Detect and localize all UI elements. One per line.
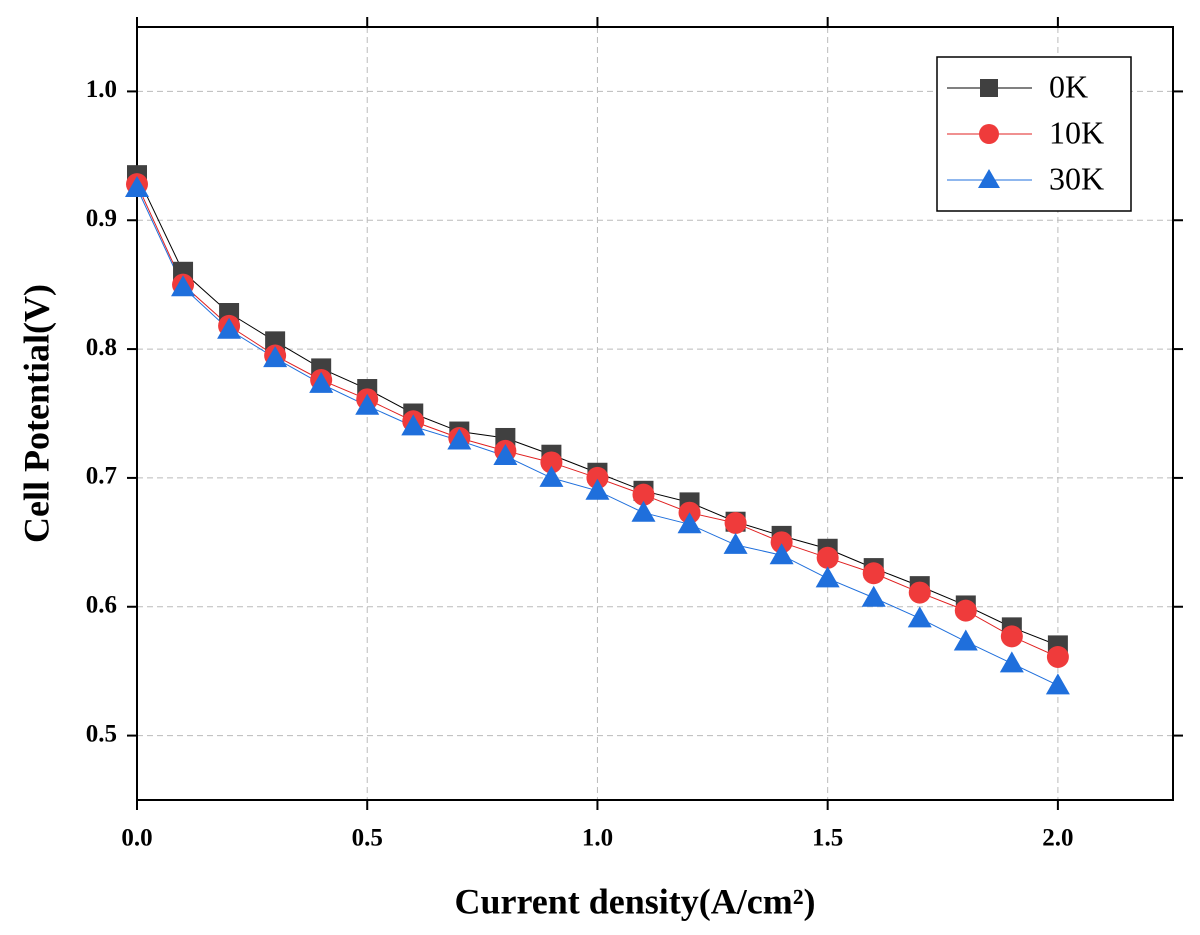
marker bbox=[999, 651, 1024, 673]
marker bbox=[723, 532, 748, 554]
y-tick-label: 0.8 bbox=[86, 334, 117, 361]
x-tick-label: 2.0 bbox=[1042, 825, 1073, 852]
marker bbox=[632, 483, 655, 506]
marker bbox=[908, 581, 931, 604]
legend-marker bbox=[979, 124, 999, 144]
legend-label: 0K bbox=[1049, 68, 1088, 104]
marker bbox=[816, 546, 839, 569]
marker bbox=[125, 176, 149, 198]
y-tick-label: 0.9 bbox=[86, 205, 117, 232]
marker bbox=[631, 500, 656, 522]
marker bbox=[1000, 625, 1023, 648]
marker bbox=[263, 346, 288, 368]
marker bbox=[1045, 673, 1070, 695]
marker bbox=[217, 317, 242, 339]
marker bbox=[769, 543, 794, 565]
marker bbox=[677, 512, 702, 534]
marker bbox=[540, 451, 563, 474]
y-axis-label: Cell Potential(V) bbox=[16, 284, 56, 543]
marker bbox=[861, 585, 886, 607]
legend-marker bbox=[980, 79, 998, 97]
marker bbox=[586, 466, 609, 489]
marker bbox=[724, 512, 747, 535]
legend-marker bbox=[978, 169, 1000, 188]
marker bbox=[862, 562, 885, 585]
plot-frame bbox=[136, 26, 1174, 801]
legend-label: 10K bbox=[1049, 114, 1104, 150]
y-tick-label: 0.5 bbox=[86, 720, 117, 747]
marker bbox=[1046, 645, 1069, 668]
marker bbox=[401, 414, 426, 436]
marker bbox=[355, 393, 380, 415]
marker bbox=[954, 599, 977, 622]
marker bbox=[770, 531, 793, 554]
legend-label: 30K bbox=[1049, 160, 1104, 196]
marker bbox=[447, 428, 472, 450]
marker bbox=[907, 606, 932, 628]
marker bbox=[539, 465, 564, 487]
y-tick-label: 0.6 bbox=[86, 591, 117, 618]
x-tick-label: 0.5 bbox=[352, 825, 383, 852]
marker bbox=[953, 629, 978, 651]
marker bbox=[585, 478, 610, 500]
x-tick-label: 0.0 bbox=[121, 825, 152, 852]
x-tick-label: 1.5 bbox=[812, 825, 843, 852]
y-tick-label: 1.0 bbox=[86, 76, 117, 103]
x-tick-label: 1.0 bbox=[582, 825, 613, 852]
marker bbox=[493, 444, 518, 466]
y-tick-label: 0.7 bbox=[86, 463, 117, 490]
x-axis-label: Current density(A/cm²) bbox=[454, 881, 815, 921]
marker bbox=[171, 275, 196, 297]
marker bbox=[815, 566, 840, 588]
marker bbox=[309, 371, 334, 393]
